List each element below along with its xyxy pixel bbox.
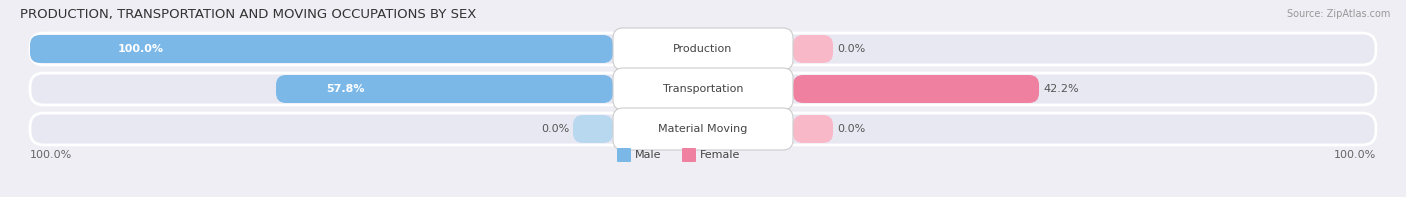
Text: 57.8%: 57.8% bbox=[326, 84, 366, 94]
Text: PRODUCTION, TRANSPORTATION AND MOVING OCCUPATIONS BY SEX: PRODUCTION, TRANSPORTATION AND MOVING OC… bbox=[20, 7, 477, 20]
Text: Production: Production bbox=[673, 44, 733, 54]
FancyBboxPatch shape bbox=[613, 28, 793, 70]
FancyBboxPatch shape bbox=[30, 35, 613, 63]
FancyBboxPatch shape bbox=[276, 75, 613, 103]
Text: Transportation: Transportation bbox=[662, 84, 744, 94]
FancyBboxPatch shape bbox=[682, 148, 696, 162]
Text: 0.0%: 0.0% bbox=[837, 44, 865, 54]
Text: Male: Male bbox=[636, 150, 661, 160]
FancyBboxPatch shape bbox=[574, 115, 613, 143]
FancyBboxPatch shape bbox=[30, 113, 1376, 145]
FancyBboxPatch shape bbox=[613, 108, 793, 150]
FancyBboxPatch shape bbox=[617, 148, 631, 162]
Text: Source: ZipAtlas.com: Source: ZipAtlas.com bbox=[1286, 9, 1391, 19]
Text: 100.0%: 100.0% bbox=[1334, 150, 1376, 160]
Text: Female: Female bbox=[700, 150, 741, 160]
FancyBboxPatch shape bbox=[613, 68, 793, 110]
FancyBboxPatch shape bbox=[793, 75, 1039, 103]
FancyBboxPatch shape bbox=[30, 33, 1376, 65]
FancyBboxPatch shape bbox=[793, 115, 832, 143]
Text: 42.2%: 42.2% bbox=[1043, 84, 1078, 94]
Text: 0.0%: 0.0% bbox=[837, 124, 865, 134]
FancyBboxPatch shape bbox=[793, 35, 832, 63]
FancyBboxPatch shape bbox=[30, 73, 1376, 105]
Text: Material Moving: Material Moving bbox=[658, 124, 748, 134]
Text: 100.0%: 100.0% bbox=[30, 150, 72, 160]
Text: 0.0%: 0.0% bbox=[541, 124, 569, 134]
Text: 100.0%: 100.0% bbox=[118, 44, 163, 54]
